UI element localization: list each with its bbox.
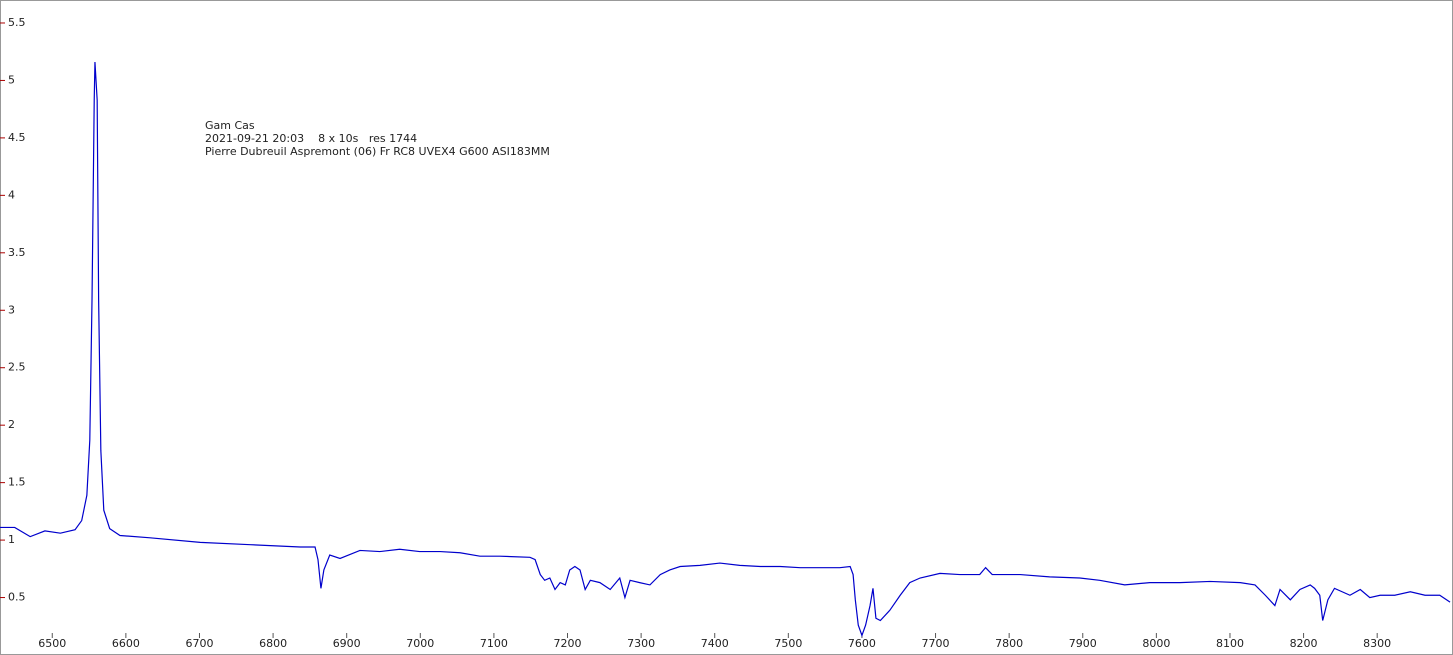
y-tick-label: 4 (8, 188, 15, 201)
x-tick-label: 7700 (922, 637, 950, 650)
annotation: 2021-09-21 20:03 8 x 10s res 1744 (205, 132, 417, 145)
y-tick-label: 3 (8, 303, 15, 316)
y-tick-label: 3.5 (8, 246, 26, 259)
x-tick-label: 6900 (333, 637, 361, 650)
x-tick-label: 7300 (627, 637, 655, 650)
y-tick-label: 0.5 (8, 591, 26, 604)
annotation: Pierre Dubreuil Aspremont (06) Fr RC8 UV… (205, 145, 550, 158)
x-tick-label: 8100 (1216, 637, 1244, 650)
y-tick-label: 1.5 (8, 476, 26, 489)
x-tick-label: 7800 (995, 637, 1023, 650)
y-tick-label: 5 (8, 73, 15, 86)
x-tick-label: 7500 (774, 637, 802, 650)
y-tick-label: 4.5 (8, 131, 26, 144)
x-tick-label: 8000 (1142, 637, 1170, 650)
x-tick-label: 6700 (185, 637, 213, 650)
annotation: Gam Cas (205, 119, 255, 132)
y-tick-label: 5.5 (8, 16, 26, 29)
y-tick-label: 2.5 (8, 361, 26, 374)
x-tick-label: 6800 (259, 637, 287, 650)
x-tick-label: 8300 (1363, 637, 1391, 650)
x-tick-label: 6600 (112, 637, 140, 650)
y-tick-label: 2 (8, 418, 15, 431)
x-tick-label: 7200 (554, 637, 582, 650)
x-tick-label: 7600 (848, 637, 876, 650)
spectrum-line (0, 62, 1451, 638)
x-tick-label: 7000 (406, 637, 434, 650)
y-tick-label: 1 (8, 533, 15, 546)
x-tick-label: 8200 (1290, 637, 1318, 650)
x-tick-label: 7900 (1069, 637, 1097, 650)
x-tick-label: 6500 (38, 637, 66, 650)
x-tick-label: 7400 (701, 637, 729, 650)
x-tick-label: 7100 (480, 637, 508, 650)
